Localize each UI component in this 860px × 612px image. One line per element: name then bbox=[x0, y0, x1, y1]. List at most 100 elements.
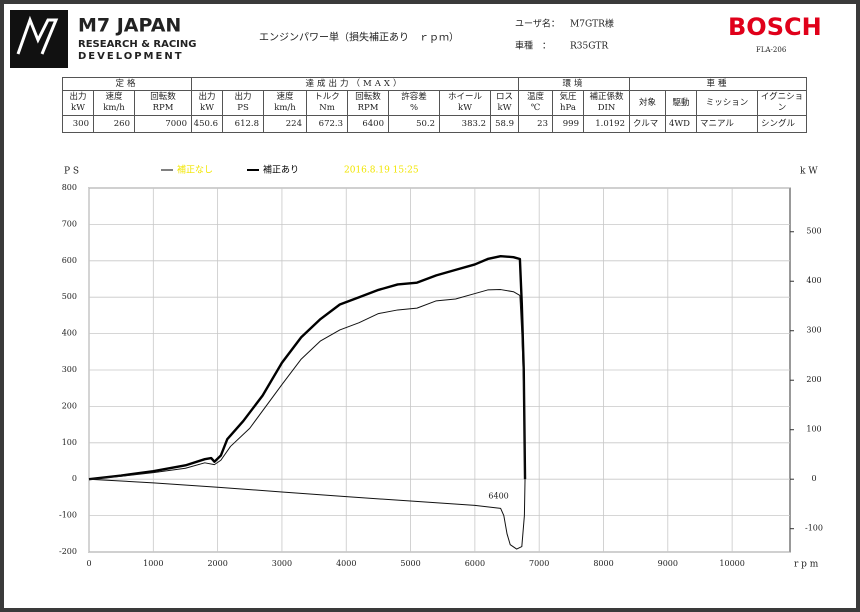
column-label: ミッション bbox=[705, 97, 749, 108]
logo-line: RESEARCH & RACING bbox=[78, 39, 196, 50]
table-row: 300 260 7000 450.6 612.8 224 672.3 6400 50.2 383.… bbox=[62, 115, 807, 133]
column-unit: kW bbox=[458, 103, 472, 113]
column-unit: km/h bbox=[274, 103, 296, 113]
x-tick-label: 7000 bbox=[529, 559, 549, 568]
group-header: 車種 bbox=[629, 77, 807, 91]
column-label: 回転数 bbox=[355, 92, 381, 102]
column-label: 気圧 bbox=[559, 92, 577, 102]
cell-value: マニアル bbox=[696, 115, 758, 133]
column-label: 駆動 bbox=[672, 97, 690, 108]
table-row: 定格 達成出力（MAX） 環境 車種 bbox=[62, 77, 807, 91]
y2-tick-label: 0 bbox=[811, 474, 816, 483]
cell-value: 383.2 bbox=[439, 115, 491, 133]
car: R35GTR bbox=[570, 42, 608, 52]
column-label: 速度 bbox=[105, 92, 123, 102]
cell-value: 4WD bbox=[665, 115, 697, 133]
group-header: 定格 bbox=[62, 77, 192, 91]
dyno-sheet: M7 JAPAN RESEARCH & RACING DEVELOPMENT エ… bbox=[4, 4, 856, 608]
column-header: ロス kW bbox=[490, 90, 519, 116]
logo-line: DEVELOPMENT bbox=[78, 51, 184, 62]
column-unit: km/h bbox=[103, 103, 125, 113]
group-header: 環境 bbox=[518, 77, 630, 91]
y2-tick-label: -100 bbox=[805, 524, 823, 533]
column-header: トルク Nm bbox=[306, 90, 348, 116]
column-header: 駆動 bbox=[665, 90, 697, 116]
column-header: 回転数 RPM bbox=[134, 90, 192, 116]
x-tick-label: 2000 bbox=[207, 559, 227, 568]
column-label: 速度 bbox=[276, 92, 294, 102]
column-header: 気圧 hPa bbox=[552, 90, 584, 116]
y-tick-label: -200 bbox=[59, 547, 77, 556]
power-curve bbox=[88, 289, 526, 480]
cell-value: クルマ bbox=[629, 115, 666, 133]
y-tick-label: 300 bbox=[62, 365, 77, 374]
car-label: 車種 ： bbox=[515, 40, 551, 52]
x-tick-label: 10000 bbox=[719, 559, 744, 568]
column-header: 対象 bbox=[629, 90, 666, 116]
power-curve bbox=[88, 254, 527, 481]
x-tick-label: 4000 bbox=[336, 559, 356, 568]
column-label: 出力 bbox=[234, 92, 252, 102]
column-header: ミッション bbox=[696, 90, 758, 116]
cell-value: 50.2 bbox=[388, 115, 440, 133]
column-header: ホイール kW bbox=[439, 90, 491, 116]
x-tick-label: 9000 bbox=[658, 559, 678, 568]
cell-value: 612.8 bbox=[222, 115, 264, 133]
column-header: 出力 kW bbox=[62, 90, 94, 116]
y2-tick-label: 100 bbox=[806, 425, 821, 434]
column-unit: kW bbox=[497, 103, 512, 113]
y-tick-label: 100 bbox=[62, 438, 77, 447]
x-tick-label: 1000 bbox=[143, 559, 163, 568]
y2-axis-label: k W bbox=[800, 167, 818, 177]
y-tick-label: 800 bbox=[62, 183, 77, 192]
y2-tick-label: 200 bbox=[806, 375, 821, 384]
cell-value: 58.9 bbox=[490, 115, 519, 133]
column-label: イグニション bbox=[760, 92, 804, 113]
column-unit: RPM bbox=[152, 103, 174, 113]
logo-mark bbox=[16, 15, 59, 55]
column-label: 出力 bbox=[69, 92, 87, 102]
cell-value: 23 bbox=[518, 115, 553, 133]
column-unit: PS bbox=[237, 103, 249, 113]
column-header: 許容差% bbox=[388, 90, 440, 116]
title: エンジンパワー単（損失補正あり ｒｐｍ） bbox=[259, 31, 459, 44]
column-label: 温度 bbox=[526, 92, 544, 102]
y-tick-label: 200 bbox=[62, 401, 77, 410]
y-tick-label: 400 bbox=[62, 329, 77, 338]
x-tick-label: 8000 bbox=[593, 559, 613, 568]
column-unit: RPM bbox=[357, 103, 379, 113]
column-unit: % bbox=[409, 103, 419, 113]
y2-tick-label: 400 bbox=[806, 276, 821, 285]
column-label: ホイール bbox=[447, 92, 482, 102]
column-label: 回転数 bbox=[150, 92, 176, 102]
cell-value: 999 bbox=[552, 115, 584, 133]
cell-value: 6400 bbox=[347, 115, 389, 133]
user-label: ユーザ名： bbox=[515, 18, 560, 30]
y2-tick-label: 300 bbox=[806, 326, 821, 335]
cell-value: シングル bbox=[757, 115, 807, 133]
column-unit: hPa bbox=[560, 103, 576, 113]
legend-label: 補正なし bbox=[177, 164, 213, 176]
column-unit: Nm bbox=[319, 103, 335, 113]
legend-label: 補正あり bbox=[263, 164, 299, 176]
column-unit: kW bbox=[71, 103, 85, 113]
logo-brand: M7 JAPAN bbox=[78, 15, 181, 37]
y-tick-label: -100 bbox=[59, 511, 77, 520]
group-header: 達成出力（MAX） bbox=[191, 77, 519, 91]
y-tick-label: 500 bbox=[62, 292, 77, 301]
column-unit: kW bbox=[200, 103, 214, 113]
maker: BOSCH bbox=[728, 13, 822, 41]
x-tick-label: 3000 bbox=[272, 559, 292, 568]
y-tick-label: 700 bbox=[62, 219, 77, 228]
spec-table: 定格 達成出力（MAX） 環境 車種 出力 kW 速度 km/h 回転数 RPM 出力 kW 出力 PS 速… bbox=[62, 77, 807, 133]
column-label: トルク bbox=[314, 92, 340, 102]
x-axis-label: r p m bbox=[794, 560, 819, 570]
column-header: 補正係数 DIN bbox=[583, 90, 630, 116]
x-tick-label: 5000 bbox=[400, 559, 420, 568]
column-label: 出力 bbox=[198, 92, 216, 102]
column-header: 速度 km/h bbox=[263, 90, 307, 116]
cell-value: 1.0192 bbox=[583, 115, 630, 133]
column-header: 出力 PS bbox=[222, 90, 264, 116]
cell-value: 450.6 bbox=[191, 115, 223, 133]
table-row: 出力 kW 速度 km/h 回転数 RPM 出力 kW 出力 PS 速度 km/h トルク Nm 回転数 RP… bbox=[62, 90, 807, 116]
